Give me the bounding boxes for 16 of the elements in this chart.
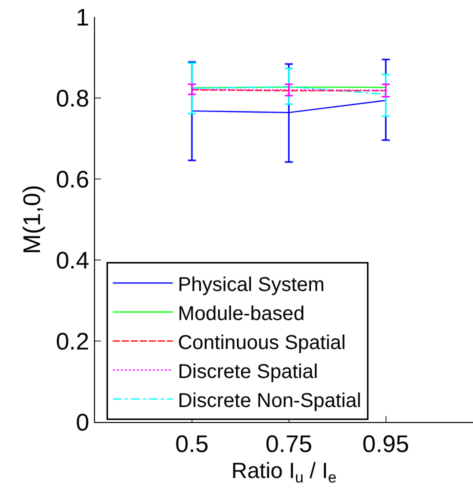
legend-label: Discrete Spatial <box>178 360 318 383</box>
y-tick-label: 0.2 <box>56 328 90 356</box>
legend-label: Physical System <box>178 274 325 296</box>
y-tick-label: 0.4 <box>56 247 90 274</box>
y-tick-label: 0.8 <box>56 85 90 112</box>
legend-label: Discrete Non-Spatial <box>178 390 362 412</box>
y-tick-label: 1 <box>76 4 90 32</box>
y-tick-label: 0.6 <box>56 166 90 194</box>
x-tick-label: 0.5 <box>175 430 209 458</box>
x-tick-label: 0.95 <box>362 430 410 458</box>
legend-label: Module-based <box>178 302 305 325</box>
legend-label: Continuous Spatial <box>178 332 346 354</box>
y-axis-title: M(1,0) <box>18 184 46 254</box>
x-axis-title: Ratio I$_{u}$ / I$_{e}$ <box>231 458 337 486</box>
y-tick-label: 0 <box>76 409 90 436</box>
x-tick-label: 0.75 <box>265 430 312 458</box>
